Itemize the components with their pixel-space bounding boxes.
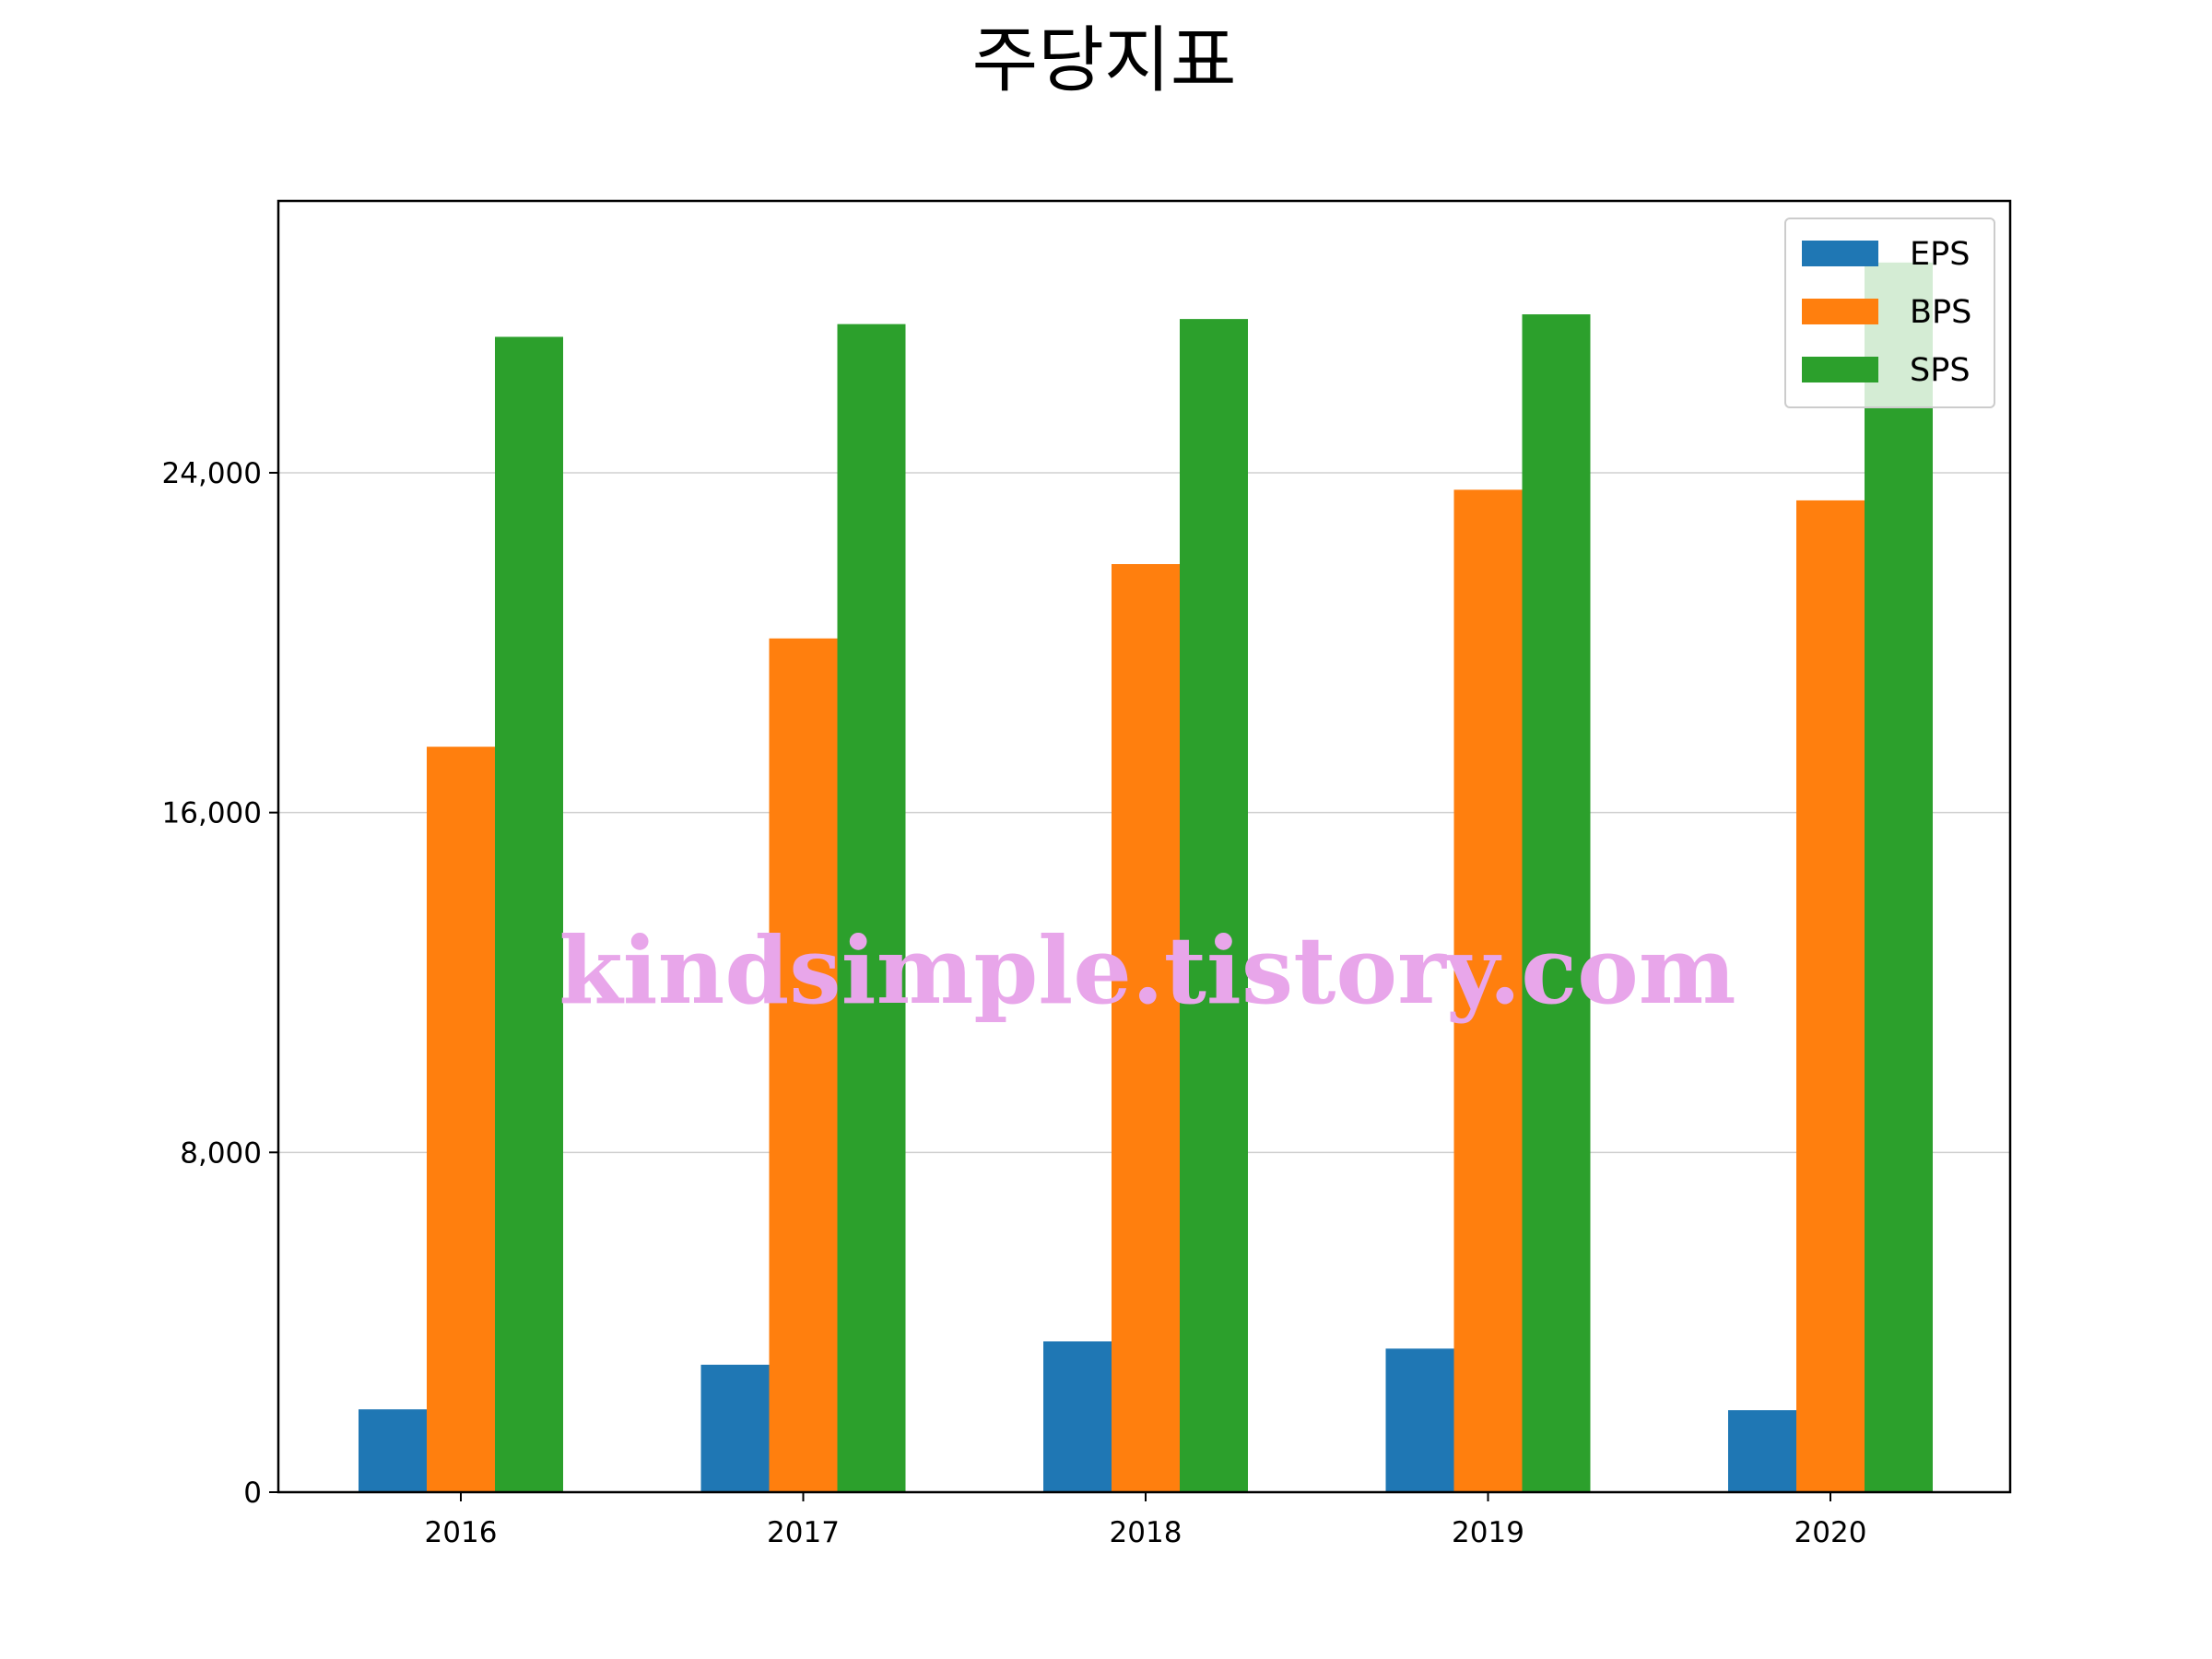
legend-label-bps: BPS — [1910, 294, 1971, 331]
bar-sps-2016 — [495, 336, 563, 1493]
bar-sps-2017 — [837, 324, 906, 1492]
bar-bps-2019 — [1453, 489, 1523, 1492]
x-tick-label: 2020 — [1794, 1516, 1867, 1549]
bar-eps-2018 — [1043, 1341, 1112, 1492]
bar-sps-2020 — [1865, 262, 1933, 1493]
y-tick-label: 16,000 — [162, 797, 262, 830]
x-tick-label: 2019 — [1452, 1516, 1524, 1549]
bar-sps-2018 — [1180, 319, 1248, 1492]
legend-swatch-eps — [1802, 241, 1878, 266]
x-tick-label: 2016 — [425, 1516, 498, 1549]
x-tick-label: 2018 — [1110, 1516, 1182, 1549]
legend-label-eps: EPS — [1910, 236, 1970, 273]
axes: 0 8,000 16,000 24,000 2016 2017 2018 2019 2020 — [162, 457, 1867, 1549]
bars — [359, 262, 1933, 1493]
chart-title: 주당지표 — [971, 19, 1236, 102]
bar-eps-2017 — [700, 1364, 770, 1492]
watermark-text: kindsimple.tistory.com — [559, 916, 1735, 1025]
legend-label-sps: SPS — [1910, 352, 1971, 389]
y-tick-label: 8,000 — [180, 1136, 262, 1170]
y-tick-label: 24,000 — [162, 457, 262, 490]
bar-bps-2016 — [427, 747, 495, 1492]
bar-eps-2019 — [1385, 1348, 1454, 1492]
bar-sps-2019 — [1522, 314, 1591, 1493]
bar-eps-2016 — [359, 1409, 427, 1492]
legend: EPS BPS SPS — [1784, 218, 1995, 408]
bar-bps-2017 — [769, 638, 838, 1492]
legend-swatch-sps — [1802, 357, 1878, 382]
plot-frame — [276, 199, 2012, 1494]
bar-eps-2020 — [1728, 1410, 1796, 1492]
x-tick-label: 2017 — [767, 1516, 840, 1549]
bar-bps-2020 — [1796, 500, 1865, 1492]
bar-bps-2018 — [1112, 564, 1180, 1492]
y-tick-label: 0 — [243, 1477, 262, 1510]
legend-swatch-bps — [1802, 299, 1878, 324]
